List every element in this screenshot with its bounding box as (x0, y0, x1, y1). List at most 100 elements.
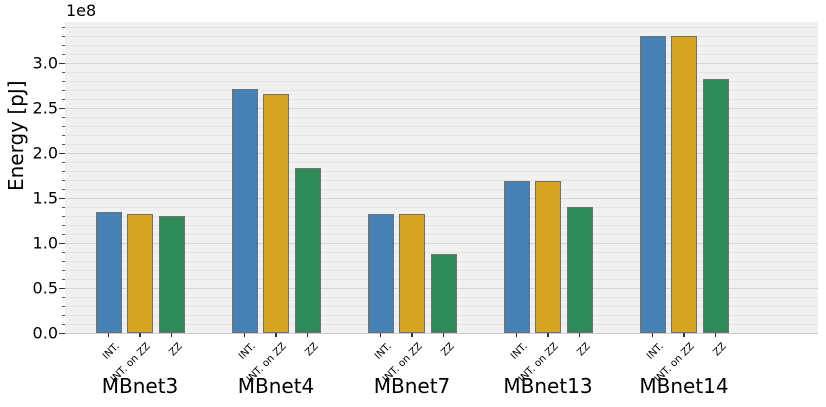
y-major-tick (59, 152, 65, 154)
x-tick-mark (411, 333, 413, 337)
y-minor-tick (61, 296, 65, 298)
y-minor-tick (61, 170, 65, 172)
bar-MBnet14-ZZ (702, 79, 729, 333)
x-tick-mark (379, 333, 382, 337)
minor-gridline (65, 189, 818, 190)
y-minor-tick (61, 116, 65, 118)
x-bar-label: ZZ (438, 341, 457, 359)
y-minor-tick (61, 71, 65, 73)
category-label-MBnet3: MBnet3 (101, 374, 179, 398)
major-gridline (65, 198, 818, 199)
y-tick-label: 1.0 (32, 233, 58, 253)
y-tick-label: 3.0 (32, 53, 58, 73)
y-major-tick (59, 287, 65, 289)
bar-MBnet13-INT. on ZZ (535, 180, 561, 333)
x-tick-mark (714, 333, 717, 337)
x-tick-mark (275, 333, 277, 337)
x-tick-mark (651, 333, 654, 337)
y-minor-tick (61, 224, 65, 226)
y-minor-tick (61, 269, 65, 271)
x-tick-mark (683, 333, 685, 337)
y-minor-tick (61, 278, 65, 280)
x-bar-label: INT. (236, 341, 258, 362)
minor-gridline (65, 90, 818, 91)
minor-gridline (65, 54, 818, 55)
minor-gridline (65, 180, 818, 181)
bar-MBnet3-ZZ (158, 216, 185, 333)
y-axis-label: Energy [pJ] (4, 80, 28, 191)
x-bar-label: ZZ (710, 341, 729, 359)
minor-gridline (65, 225, 818, 226)
major-gridline (65, 108, 818, 109)
y-major-tick (59, 107, 65, 109)
bar-MBnet7-INT. on ZZ (399, 214, 425, 333)
y-minor-tick (61, 143, 65, 145)
x-bar-label: INT. (508, 341, 530, 362)
x-bar-label: INT. (372, 341, 394, 362)
x-tick-mark (442, 333, 445, 337)
y-minor-tick (61, 125, 65, 127)
minor-gridline (65, 45, 818, 46)
y-minor-tick (61, 161, 65, 163)
bar-MBnet4-INT. (231, 89, 258, 333)
y-major-tick (59, 62, 65, 64)
minor-gridline (65, 171, 818, 172)
major-gridline (65, 243, 818, 244)
minor-gridline (65, 252, 818, 253)
minor-gridline (65, 36, 818, 37)
y-minor-tick (61, 206, 65, 208)
y-minor-tick (61, 233, 65, 235)
minor-gridline (65, 144, 818, 145)
bar-MBnet7-ZZ (430, 253, 457, 333)
y-minor-tick (61, 35, 65, 37)
y-tick-label: 0.5 (32, 278, 58, 298)
major-gridline (65, 63, 818, 64)
y-minor-tick (61, 215, 65, 217)
minor-gridline (65, 117, 818, 118)
x-tick-mark (170, 333, 173, 337)
y-major-tick (59, 332, 65, 334)
bar-MBnet3-INT. (95, 212, 122, 333)
y-minor-tick (61, 44, 65, 46)
x-bar-label: ZZ (574, 341, 593, 359)
x-bar-label: ZZ (166, 341, 185, 359)
y-major-tick (59, 197, 65, 199)
x-tick-mark (578, 333, 581, 337)
bar-MBnet13-ZZ (566, 207, 593, 333)
category-label-MBnet4: MBnet4 (237, 374, 315, 398)
y-minor-tick (61, 134, 65, 136)
y-minor-tick (61, 80, 65, 82)
bar-MBnet14-INT. (639, 36, 666, 333)
y-minor-tick (61, 26, 65, 28)
bar-MBnet7-INT. (367, 214, 394, 333)
minor-gridline (65, 126, 818, 127)
minor-gridline (65, 135, 818, 136)
y-minor-tick (61, 53, 65, 55)
category-label-MBnet14: MBnet14 (639, 374, 729, 398)
x-tick-mark (139, 333, 141, 337)
y-major-tick (59, 242, 65, 244)
y-minor-tick (61, 305, 65, 307)
y-minor-tick (61, 89, 65, 91)
y-axis-offset-label: 1e8 (66, 1, 97, 20)
minor-gridline (65, 99, 818, 100)
bar-MBnet4-ZZ (294, 168, 321, 333)
x-bar-label: INT. (100, 341, 122, 362)
minor-gridline (65, 81, 818, 82)
minor-gridline (65, 162, 818, 163)
y-minor-tick (61, 98, 65, 100)
category-label-MBnet7: MBnet7 (373, 374, 451, 398)
y-minor-tick (61, 188, 65, 190)
x-tick-mark (107, 333, 110, 337)
minor-gridline (65, 72, 818, 73)
y-minor-tick (61, 260, 65, 262)
y-tick-label: 1.5 (32, 188, 58, 208)
minor-gridline (65, 27, 818, 28)
bar-MBnet3-INT. on ZZ (127, 214, 153, 333)
minor-gridline (65, 216, 818, 217)
y-tick-label: 0.0 (32, 323, 58, 343)
y-minor-tick (61, 314, 65, 316)
y-minor-tick (61, 251, 65, 253)
x-tick-mark (306, 333, 309, 337)
x-tick-mark (547, 333, 549, 337)
